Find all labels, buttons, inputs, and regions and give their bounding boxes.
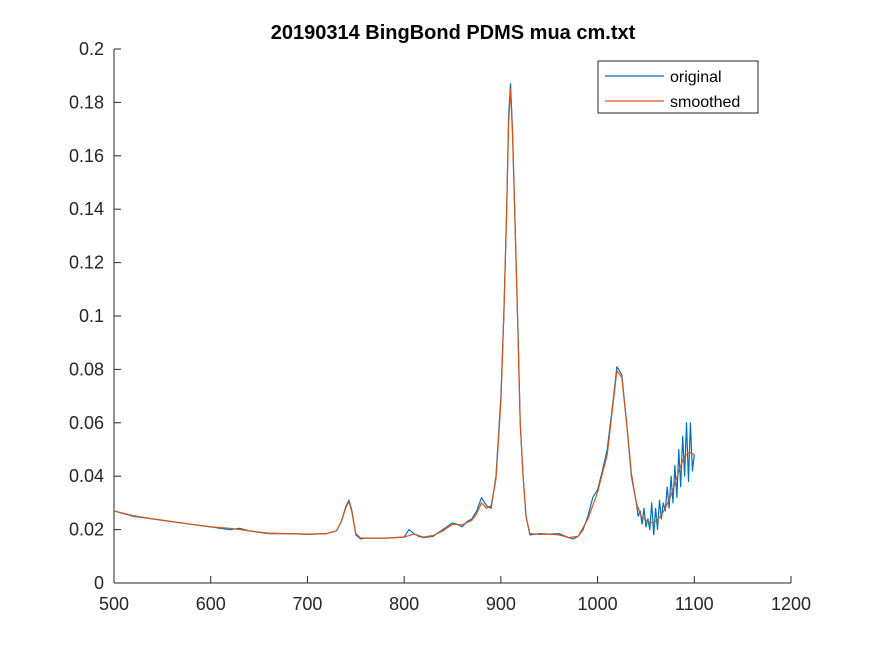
y-tick-label: 0.16 [69, 146, 104, 166]
plot-area: 500 600 700 800 900 1000 1100 1200 0 0.02 0.04 0.06… [69, 39, 811, 614]
y-tick-label: 0.12 [69, 253, 104, 273]
y-tick-label: 0.2 [79, 39, 104, 59]
y-tick-label: 0.02 [69, 520, 104, 540]
y-tick-label: 0.04 [69, 466, 104, 486]
x-tick-label: 600 [196, 594, 226, 614]
x-tick-label: 500 [99, 594, 129, 614]
y-tick-label: 0.14 [69, 199, 104, 219]
x-tick-label: 1200 [771, 594, 811, 614]
y-tick-label: 0.06 [69, 413, 104, 433]
legend-box [597, 60, 759, 114]
y-tick-label: 0.18 [69, 92, 104, 112]
x-tick-label: 900 [486, 594, 516, 614]
y-tick-label: 0 [94, 573, 104, 593]
y-tick-label: 0.1 [79, 306, 104, 326]
x-tick-label: 800 [389, 594, 419, 614]
x-tick-label: 1100 [675, 594, 714, 614]
chart-title: 20190314 BingBond PDMS mua cm.txt [271, 22, 636, 44]
legend-label-smoothed: smoothed [670, 94, 740, 111]
legend-label-original: original [670, 69, 722, 86]
legend: original smoothed [597, 60, 759, 114]
x-tick-label: 700 [292, 594, 322, 614]
y-tick-label: 0.08 [69, 359, 104, 379]
x-tick-label: 1000 [578, 594, 618, 614]
series-line-smoothed [113, 88, 695, 539]
